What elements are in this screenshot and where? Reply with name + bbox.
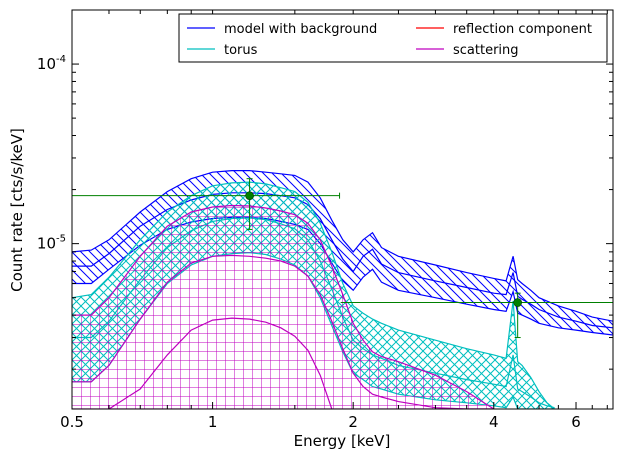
plot-frame xyxy=(71,9,614,410)
legend-label-model-with-background: model with background xyxy=(224,22,377,37)
scattering-band-center-line xyxy=(72,254,494,409)
model-with-background-band-upper-line xyxy=(72,170,613,322)
torus-band-upper-line xyxy=(72,181,555,409)
scattering-band-upper-line xyxy=(72,204,495,409)
y-axis-title: Count rate [cts/s/keV] xyxy=(8,128,26,292)
legend-box xyxy=(178,13,608,63)
scattering-low-curve xyxy=(108,317,333,409)
y-tick-label: 10-5 xyxy=(37,234,66,253)
lines-layer xyxy=(108,317,333,409)
bands-layer xyxy=(72,170,613,409)
x-axis-title: Energy [keV] xyxy=(294,432,391,450)
data-marker xyxy=(245,191,254,200)
y-tick-label: 10-4 xyxy=(37,54,66,73)
x-tick-label: 2 xyxy=(348,413,358,431)
legend: model with background reflection componen… xyxy=(178,13,608,63)
x-tick-label: 6 xyxy=(571,413,581,431)
x-tick-label: 0.5 xyxy=(60,413,84,431)
ticks-layer: 0.5 1 2 4 6 10-5 10-4 xyxy=(37,10,613,431)
data-point-1 xyxy=(72,178,341,230)
x-tick-label: 4 xyxy=(489,413,499,431)
legend-label-reflection-component: reflection component xyxy=(453,22,592,37)
legend-label-scattering: scattering xyxy=(453,43,519,58)
scattering-band-hatch xyxy=(72,205,494,409)
data-marker xyxy=(513,298,522,307)
legend-label-torus: torus xyxy=(224,43,258,58)
x-tick-label: 1 xyxy=(208,413,218,431)
